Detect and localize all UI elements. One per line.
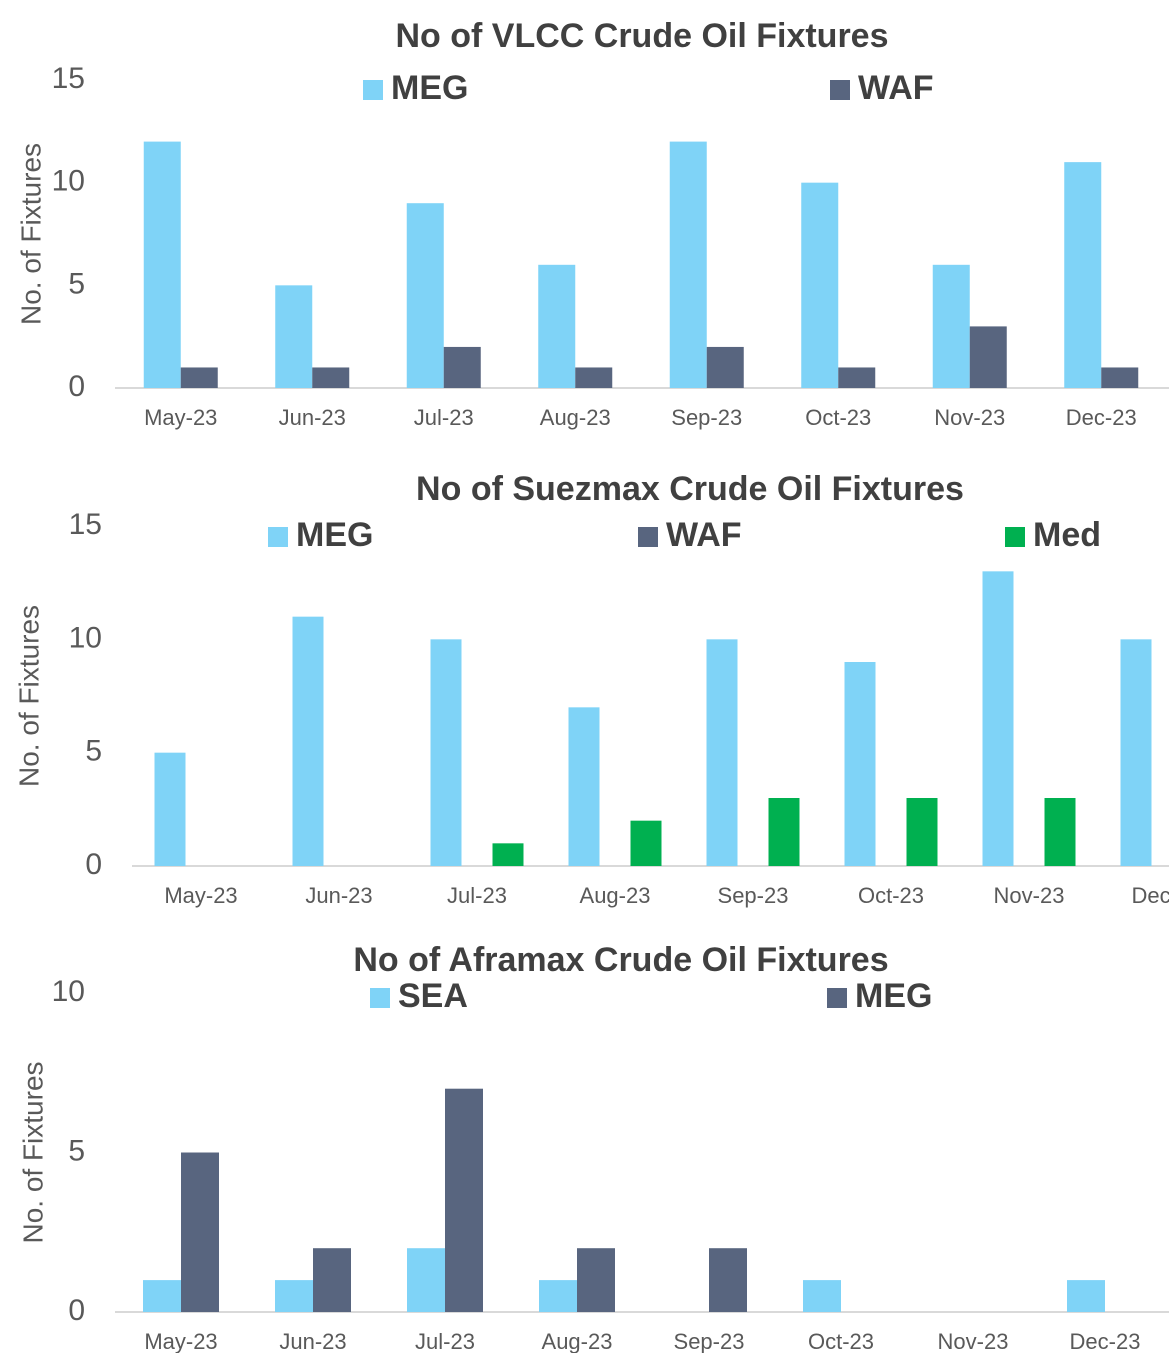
legend-label: MEG xyxy=(391,69,468,107)
x-tick-label: Dec-23 xyxy=(1066,405,1137,430)
bar xyxy=(844,662,876,866)
x-tick-label: Jul-23 xyxy=(414,405,474,430)
x-tick-label: May-23 xyxy=(144,1329,217,1353)
x-tick-label: Sep-23 xyxy=(671,405,742,430)
y-tick-label: 0 xyxy=(85,848,102,881)
chart-title: No of Aframax Crude Oil Fixtures xyxy=(353,941,888,979)
legend-swatch xyxy=(370,988,390,1008)
bar xyxy=(575,367,613,388)
x-tick-label: Jul-23 xyxy=(447,883,507,908)
bar xyxy=(768,798,800,866)
legend-label: WAF xyxy=(666,516,742,554)
x-tick-label: Jun-23 xyxy=(279,1329,346,1353)
y-tick-label: 5 xyxy=(68,1134,85,1167)
bar xyxy=(492,843,524,866)
legend-label: MEG xyxy=(296,516,373,554)
chart-title: No of Suezmax Crude Oil Fixtures xyxy=(416,470,964,508)
bar xyxy=(577,1248,615,1312)
bar xyxy=(669,141,707,388)
bar xyxy=(709,1248,747,1312)
chart-title: No of VLCC Crude Oil Fixtures xyxy=(395,17,888,55)
bar xyxy=(568,707,600,866)
legend-swatch xyxy=(1005,527,1025,547)
bar xyxy=(313,1248,351,1312)
bar xyxy=(143,141,181,388)
bar xyxy=(803,1280,841,1312)
x-tick-label: Dec-23 xyxy=(1132,883,1169,908)
bar xyxy=(1120,639,1152,866)
bar xyxy=(406,203,444,388)
y-tick-label: 10 xyxy=(52,975,85,1008)
bar xyxy=(443,346,481,388)
legend-label: SEA xyxy=(398,977,468,1015)
x-tick-label: May-23 xyxy=(144,405,217,430)
bar xyxy=(407,1248,445,1312)
y-axis-label: No. of Fixtures xyxy=(17,1061,48,1243)
legend-swatch xyxy=(830,80,850,100)
bar xyxy=(445,1088,483,1312)
legend-label: WAF xyxy=(858,69,934,107)
bar xyxy=(630,820,662,866)
y-tick-label: 15 xyxy=(69,508,102,541)
bar xyxy=(906,798,938,866)
legend-label: MEG xyxy=(855,977,932,1015)
legend-swatch xyxy=(638,527,658,547)
y-axis-label: No. of Fixtures xyxy=(13,605,44,787)
bar xyxy=(982,571,1014,866)
x-tick-label: Sep-23 xyxy=(674,1329,745,1353)
x-tick-label: Nov-23 xyxy=(994,883,1065,908)
x-tick-label: Aug-23 xyxy=(542,1329,613,1353)
bar xyxy=(1101,367,1139,388)
bar xyxy=(275,1280,313,1312)
y-tick-label: 5 xyxy=(85,735,102,768)
x-tick-label: Aug-23 xyxy=(540,405,611,430)
bar xyxy=(1044,798,1076,866)
x-tick-label: Jun-23 xyxy=(279,405,346,430)
bar xyxy=(706,346,744,388)
bar xyxy=(538,264,576,388)
legend-label: Med xyxy=(1033,516,1101,554)
bar xyxy=(181,1152,219,1312)
x-tick-label: Aug-23 xyxy=(580,883,651,908)
legend-swatch xyxy=(827,988,847,1008)
y-axis-label: No. of Fixtures xyxy=(15,143,46,325)
bar xyxy=(1067,1280,1105,1312)
x-tick-label: Sep-23 xyxy=(718,883,789,908)
legend-swatch xyxy=(268,527,288,547)
bar xyxy=(969,326,1007,388)
y-tick-label: 15 xyxy=(52,62,85,95)
x-tick-label: Nov-23 xyxy=(934,405,1005,430)
bar xyxy=(801,182,839,388)
y-tick-label: 0 xyxy=(68,370,85,403)
bar xyxy=(430,639,462,866)
bar xyxy=(180,367,218,388)
bar xyxy=(706,639,738,866)
x-tick-label: Oct-23 xyxy=(808,1329,874,1353)
bar xyxy=(539,1280,577,1312)
y-tick-label: 0 xyxy=(68,1294,85,1327)
y-tick-label: 10 xyxy=(69,621,102,654)
x-tick-label: Nov-23 xyxy=(938,1329,1009,1353)
x-tick-label: Jul-23 xyxy=(415,1329,475,1353)
x-tick-label: May-23 xyxy=(164,883,237,908)
x-tick-label: Dec-23 xyxy=(1070,1329,1141,1353)
bar xyxy=(275,285,313,388)
bar xyxy=(312,367,350,388)
bar xyxy=(932,264,970,388)
x-tick-label: Jun-23 xyxy=(305,883,372,908)
bar xyxy=(838,367,876,388)
legend-swatch xyxy=(363,80,383,100)
y-tick-label: 10 xyxy=(52,165,85,198)
bar xyxy=(154,752,186,866)
x-tick-label: Oct-23 xyxy=(805,405,871,430)
bar xyxy=(292,616,324,866)
bar xyxy=(143,1280,181,1312)
x-tick-label: Oct-23 xyxy=(858,883,924,908)
bar xyxy=(1064,162,1102,388)
y-tick-label: 5 xyxy=(68,267,85,300)
